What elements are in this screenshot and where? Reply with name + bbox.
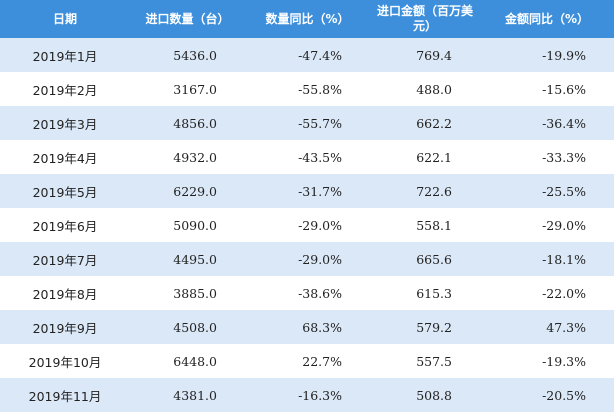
table-cell: -31.7%: [245, 174, 370, 208]
table-cell: -55.7%: [245, 106, 370, 140]
table-row: 2019年10月 6448.0 22.7% 557.5 -19.3%: [0, 344, 614, 378]
table-cell: 2019年2月: [0, 72, 130, 106]
header-cell: 进口金额（百万美元）: [370, 0, 480, 38]
table-cell: -15.6%: [480, 72, 614, 106]
table-cell: 5436.0: [130, 38, 245, 72]
table-cell: 557.5: [370, 344, 480, 378]
header-cell: 数量同比（%）: [245, 0, 370, 38]
table-cell: 615.3: [370, 276, 480, 310]
table-cell: 722.6: [370, 174, 480, 208]
table-cell: -25.5%: [480, 174, 614, 208]
table-cell: 2019年3月: [0, 106, 130, 140]
table-cell: -16.3%: [245, 378, 370, 412]
table-cell: 488.0: [370, 72, 480, 106]
table-cell: 4508.0: [130, 310, 245, 344]
header-cell: 日期: [0, 0, 130, 38]
table-cell: 665.6: [370, 242, 480, 276]
table-row: 2019年1月 5436.0 -47.4% 769.4 -19.9%: [0, 38, 614, 72]
table-cell: 6229.0: [130, 174, 245, 208]
table-cell: 2019年8月: [0, 276, 130, 310]
table-cell: -33.3%: [480, 140, 614, 174]
table-cell: 4495.0: [130, 242, 245, 276]
table-row: 2019年9月 4508.0 68.3% 579.2 47.3%: [0, 310, 614, 344]
table-cell: -29.0%: [480, 208, 614, 242]
table-cell: -29.0%: [245, 208, 370, 242]
table-cell: 769.4: [370, 38, 480, 72]
table-row: 2019年6月 5090.0 -29.0% 558.1 -29.0%: [0, 208, 614, 242]
table-cell: -22.0%: [480, 276, 614, 310]
table-cell: 4856.0: [130, 106, 245, 140]
table-cell: -19.9%: [480, 38, 614, 72]
table-cell: 2019年1月: [0, 38, 130, 72]
table-cell: 3167.0: [130, 72, 245, 106]
table-cell: 4932.0: [130, 140, 245, 174]
table-cell: 47.3%: [480, 310, 614, 344]
table-cell: 2019年11月: [0, 378, 130, 412]
table-cell: -20.5%: [480, 378, 614, 412]
table-cell: 6448.0: [130, 344, 245, 378]
table-cell: 2019年7月: [0, 242, 130, 276]
table-cell: 2019年10月: [0, 344, 130, 378]
table-row: 2019年4月 4932.0 -43.5% 622.1 -33.3%: [0, 140, 614, 174]
table-row: 2019年8月 3885.0 -38.6% 615.3 -22.0%: [0, 276, 614, 310]
table-row: 2019年5月 6229.0 -31.7% 722.6 -25.5%: [0, 174, 614, 208]
header-cell: 进口数量（台）: [130, 0, 245, 38]
table-row: 2019年3月 4856.0 -55.7% 662.2 -36.4%: [0, 106, 614, 140]
table-cell: -47.4%: [245, 38, 370, 72]
table-row: 2019年2月 3167.0 -55.8% 488.0 -15.6%: [0, 72, 614, 106]
header-cell: 金额同比（%）: [480, 0, 614, 38]
table-cell: -55.8%: [245, 72, 370, 106]
table-cell: 3885.0: [130, 276, 245, 310]
table-cell: 2019年5月: [0, 174, 130, 208]
table-cell: -29.0%: [245, 242, 370, 276]
table-cell: -43.5%: [245, 140, 370, 174]
table-cell: -36.4%: [480, 106, 614, 140]
table-cell: 4381.0: [130, 378, 245, 412]
table-cell: 508.8: [370, 378, 480, 412]
table-cell: 2019年4月: [0, 140, 130, 174]
table-cell: -38.6%: [245, 276, 370, 310]
table-row: 2019年7月 4495.0 -29.0% 665.6 -18.1%: [0, 242, 614, 276]
table-cell: 622.1: [370, 140, 480, 174]
table-cell: 5090.0: [130, 208, 245, 242]
table-cell: -18.1%: [480, 242, 614, 276]
table-row: 2019年11月 4381.0 -16.3% 508.8 -20.5%: [0, 378, 614, 412]
table-cell: 579.2: [370, 310, 480, 344]
table-cell: 2019年6月: [0, 208, 130, 242]
table-cell: 558.1: [370, 208, 480, 242]
table-cell: 662.2: [370, 106, 480, 140]
table-cell: 68.3%: [245, 310, 370, 344]
header-row: 日期 进口数量（台） 数量同比（%） 进口金额（百万美元） 金额同比（%）: [0, 0, 614, 38]
table-cell: -19.3%: [480, 344, 614, 378]
table-body: 2019年1月 5436.0 -47.4% 769.4 -19.9% 2019年2月 316…: [0, 38, 614, 412]
table-cell: 2019年9月: [0, 310, 130, 344]
table-cell: 22.7%: [245, 344, 370, 378]
